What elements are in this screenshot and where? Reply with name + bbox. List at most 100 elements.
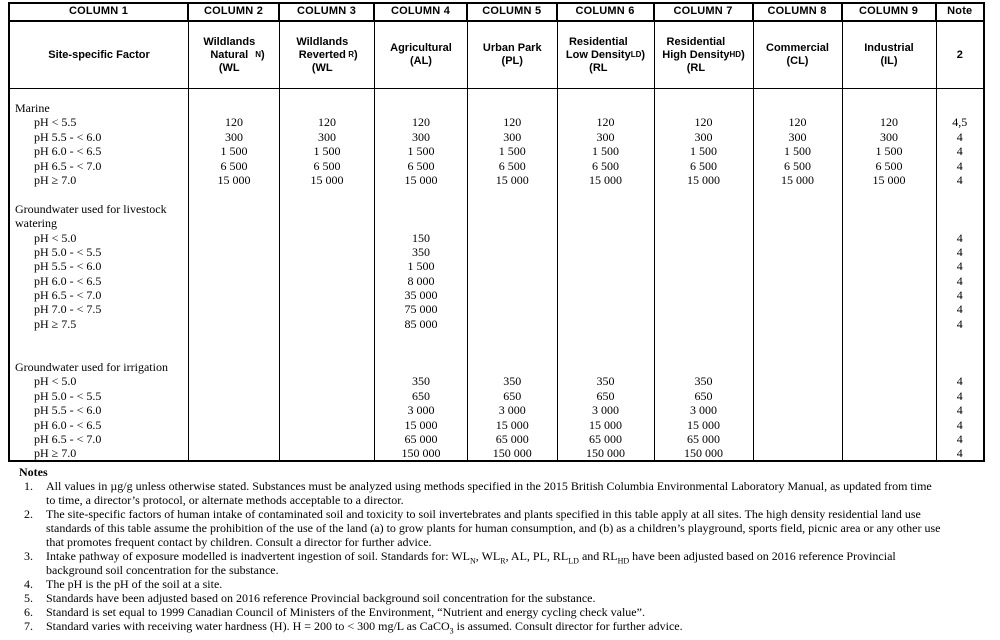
value-cell bbox=[655, 231, 753, 245]
value-cell bbox=[280, 317, 374, 331]
note-cell: 4 bbox=[956, 403, 963, 418]
row-label: Groundwater used for irrigation bbox=[15, 360, 168, 375]
value-cell: 650 bbox=[596, 388, 615, 403]
value-cell bbox=[843, 418, 936, 432]
value-cell: 120 bbox=[596, 115, 615, 130]
value-cell bbox=[468, 288, 557, 302]
value-cell bbox=[754, 346, 842, 360]
note-item-2: 2. The site-specific factors of human int… bbox=[19, 507, 941, 549]
value-cell bbox=[558, 302, 654, 316]
value-cell: 300 bbox=[788, 129, 807, 144]
note-cell: 4 bbox=[956, 388, 963, 403]
value-cell bbox=[558, 202, 654, 216]
value-cell bbox=[655, 187, 753, 201]
body-column-rlhd: 120 300 1 500 6 500 15 000 350 650 3 000 15 000 6… bbox=[655, 89, 754, 461]
value-cell: 65 000 bbox=[687, 431, 720, 446]
note-cell bbox=[937, 187, 984, 201]
value-cell bbox=[189, 302, 279, 316]
value-cell: 6 500 bbox=[313, 158, 341, 173]
value-cell bbox=[189, 187, 279, 201]
value-cell: 350 bbox=[412, 244, 430, 259]
row-label: pH 5.5 - < 6.0 bbox=[34, 403, 102, 418]
value-cell: 300 bbox=[880, 129, 898, 144]
value-cell: 1 500 bbox=[690, 144, 717, 159]
value-cell: 3 000 bbox=[592, 403, 619, 418]
value-cell bbox=[558, 216, 654, 230]
value-cell bbox=[754, 302, 842, 316]
value-cell bbox=[189, 317, 279, 331]
column-header-7: COLUMN 7 bbox=[655, 4, 754, 20]
value-cell: 300 bbox=[503, 129, 522, 144]
value-cell bbox=[754, 317, 842, 331]
value-cell: 120 bbox=[880, 115, 898, 130]
note-cell: 4 bbox=[956, 158, 963, 173]
value-cell bbox=[280, 360, 374, 374]
column-header-4: COLUMN 4 bbox=[375, 4, 468, 20]
note-number: 4. bbox=[24, 577, 33, 591]
value-cell: 650 bbox=[694, 388, 713, 403]
value-cell: 15 000 bbox=[310, 172, 344, 187]
note-cell: 4 bbox=[956, 316, 963, 331]
value-cell bbox=[843, 346, 936, 360]
value-cell bbox=[468, 302, 557, 316]
value-cell bbox=[375, 216, 467, 230]
note-text: Standards have been adjusted based on 20… bbox=[46, 591, 596, 605]
value-cell bbox=[280, 389, 374, 403]
value-cell bbox=[754, 187, 842, 201]
value-cell bbox=[468, 360, 557, 374]
note-cell: 4 bbox=[956, 374, 963, 389]
landuse-label-agricultural: Agricultural (AL) bbox=[375, 22, 468, 88]
value-cell bbox=[468, 259, 557, 273]
value-cell: 150 000 bbox=[492, 446, 532, 461]
landuse-label-wildlands-natural: Wildlands Natural (WL N) bbox=[189, 22, 280, 88]
note-text: Intake pathway of exposure modelled is i… bbox=[46, 549, 896, 577]
value-cell bbox=[843, 274, 936, 288]
value-cell bbox=[655, 202, 753, 216]
value-cell bbox=[843, 245, 936, 259]
value-cell bbox=[468, 331, 557, 345]
value-cell bbox=[558, 317, 654, 331]
body-column-wlr: 120 300 1 500 6 500 15 000 bbox=[280, 89, 375, 461]
row-label: pH 6.5 - < 7.0 bbox=[34, 288, 102, 303]
row-label bbox=[10, 346, 188, 360]
value-cell bbox=[655, 360, 753, 374]
value-cell bbox=[843, 259, 936, 273]
note-text: All values in µg/g unless otherwise stat… bbox=[46, 479, 932, 507]
value-cell: 6 500 bbox=[690, 158, 717, 173]
note-text: Standard is set equal to 1999 Canadian C… bbox=[46, 605, 645, 619]
column-header-5: COLUMN 5 bbox=[468, 4, 558, 20]
value-cell bbox=[754, 231, 842, 245]
value-cell bbox=[843, 302, 936, 316]
value-cell bbox=[655, 302, 753, 316]
value-cell bbox=[754, 446, 842, 460]
note-cell: 4 bbox=[956, 446, 963, 461]
row-label: pH 6.5 - < 7.0 bbox=[34, 158, 102, 173]
value-cell bbox=[468, 216, 557, 230]
value-cell bbox=[843, 216, 936, 230]
value-cell: 1 500 bbox=[407, 144, 435, 159]
note-item-7: 7. Standard varies with receiving water h… bbox=[19, 619, 941, 635]
row-label: pH 5.0 - < 5.5 bbox=[34, 244, 102, 259]
notes-list: 1. All values in µg/g unless otherwise st… bbox=[19, 479, 941, 635]
value-cell: 120 bbox=[503, 115, 522, 130]
note-cell bbox=[937, 216, 984, 230]
value-cell bbox=[468, 202, 557, 216]
note-cell: 4 bbox=[956, 172, 963, 187]
value-cell: 8 000 bbox=[407, 273, 435, 288]
value-cell: 650 bbox=[503, 388, 522, 403]
note-cell bbox=[937, 331, 984, 345]
value-cell bbox=[843, 317, 936, 331]
value-cell: 150 bbox=[412, 230, 430, 245]
landuse-label-site-factor: Site-specific Factor bbox=[10, 22, 189, 88]
value-cell bbox=[280, 231, 374, 245]
value-cell bbox=[189, 259, 279, 273]
row-label: pH 5.5 - < 6.0 bbox=[34, 259, 102, 274]
value-cell: 15 000 bbox=[404, 417, 438, 432]
value-cell bbox=[754, 418, 842, 432]
note-cell: 4 bbox=[956, 302, 963, 317]
body-column-pl: 120 300 1 500 6 500 15 000 350 650 3 000 15 000 6… bbox=[468, 89, 558, 461]
value-cell: 300 bbox=[412, 129, 430, 144]
value-cell bbox=[754, 245, 842, 259]
value-cell: 65 000 bbox=[495, 431, 529, 446]
value-cell bbox=[280, 418, 374, 432]
